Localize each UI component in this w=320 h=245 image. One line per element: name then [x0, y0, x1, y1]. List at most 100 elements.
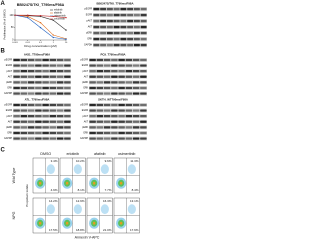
- blot-title: A431_T790ms/F98A: [24, 53, 50, 57]
- blot-strip: [93, 31, 147, 36]
- blot-band: [140, 19, 147, 23]
- blot-band: [93, 13, 100, 17]
- blot-band: [93, 25, 100, 29]
- blot-band: [133, 43, 140, 47]
- blot-band: [103, 126, 111, 129]
- blot-strip: [93, 7, 147, 12]
- blot-band: [103, 81, 111, 84]
- blot-band: [89, 137, 96, 140]
- flow-density: [65, 181, 69, 185]
- blot-row-label: AKT: [88, 26, 93, 29]
- blot-band: [49, 64, 57, 67]
- blot-band: [132, 103, 140, 107]
- blot-band: [89, 70, 96, 73]
- blot-band: [49, 70, 57, 73]
- flow-density: [46, 164, 55, 175]
- blot-band: [20, 126, 28, 129]
- blot-band: [111, 86, 118, 90]
- blot-band: [125, 103, 133, 107]
- blot-band: [49, 137, 57, 140]
- blot-band: [118, 103, 125, 107]
- blot-band: [118, 64, 125, 67]
- blot-band: [111, 115, 118, 118]
- blot-band: [113, 37, 120, 41]
- blot-band: [93, 31, 100, 35]
- blot-band: [103, 58, 111, 62]
- blot-band: [56, 92, 64, 95]
- blot-band: [111, 103, 118, 107]
- blot-band: [96, 64, 104, 67]
- blot-band: [56, 75, 64, 78]
- blot-band: [106, 43, 113, 47]
- blot-band: [42, 120, 49, 123]
- quadrant-value: 8.1%: [78, 188, 85, 192]
- blot-band: [13, 103, 20, 107]
- blot-band: [27, 120, 35, 123]
- blot-band: [106, 31, 113, 35]
- blot-row-label: GAPDH: [4, 92, 13, 95]
- blot-band: [27, 131, 35, 135]
- blot-band: [125, 115, 133, 118]
- blot-band: [49, 58, 57, 62]
- flow-density: [127, 204, 136, 215]
- quadrant-value: 10.2%: [76, 159, 85, 163]
- blot-strip: [89, 114, 147, 119]
- blot-strip: [89, 58, 147, 62]
- blot-band: [100, 43, 107, 47]
- x-tick-label: 0.1: [39, 42, 43, 44]
- blot-band: [42, 137, 49, 140]
- quadrant-value: 4.9%: [51, 188, 58, 192]
- blot-row-label: GAPDH: [84, 44, 93, 47]
- blot-band: [113, 13, 120, 17]
- blot-strip: [13, 63, 71, 68]
- blot-band: [113, 25, 120, 29]
- blot-band: [20, 115, 28, 118]
- blot-band: [89, 115, 96, 118]
- y-tick-label: 50: [11, 26, 14, 29]
- blot-band: [118, 109, 125, 112]
- blot-row-label: EGFR: [82, 65, 89, 67]
- blot-band: [27, 137, 35, 140]
- blot-band: [89, 92, 96, 95]
- blot-band: [140, 31, 147, 35]
- blot-band: [27, 64, 35, 67]
- blot-band: [35, 70, 42, 73]
- blot-band: [132, 81, 140, 84]
- blot-row-label: pEGFR: [5, 105, 13, 107]
- blot-band: [118, 115, 125, 118]
- blot-band: [118, 120, 125, 123]
- blot-band: [120, 31, 127, 35]
- blot-band: [106, 7, 113, 11]
- blot-band: [140, 7, 147, 11]
- blot-band: [118, 70, 125, 73]
- blot-band: [132, 70, 140, 73]
- blot-band: [20, 92, 28, 95]
- blot-band: [127, 31, 134, 35]
- blot-band: [132, 120, 140, 123]
- blot-band: [35, 131, 42, 135]
- flow-density: [100, 204, 109, 215]
- x-axis-label: Annexin V-APC: [75, 235, 100, 239]
- flow-density: [92, 221, 96, 225]
- data-point: [52, 36, 54, 39]
- data-point: [52, 19, 54, 21]
- blot-band: [42, 75, 49, 78]
- blot-band: [64, 137, 71, 140]
- blot-row-label: ERK: [87, 39, 92, 41]
- blot-band: [120, 19, 127, 23]
- blot-band: [120, 37, 127, 41]
- blot-band: [13, 109, 20, 112]
- blot-band: [64, 103, 71, 107]
- blot-band: [118, 92, 125, 95]
- blot-strip: [13, 58, 71, 62]
- blot-band: [106, 19, 113, 23]
- blot-band: [93, 7, 100, 11]
- blot-row-label: pERK: [6, 127, 12, 129]
- blot-band: [64, 70, 71, 73]
- blot-band: [93, 37, 100, 41]
- flow-density: [38, 181, 42, 185]
- blot-band: [96, 131, 104, 135]
- blot-band: [140, 43, 147, 47]
- blot-band: [42, 86, 49, 90]
- blot-band: [140, 58, 147, 62]
